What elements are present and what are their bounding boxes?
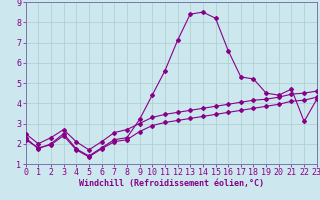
X-axis label: Windchill (Refroidissement éolien,°C): Windchill (Refroidissement éolien,°C) — [79, 179, 264, 188]
